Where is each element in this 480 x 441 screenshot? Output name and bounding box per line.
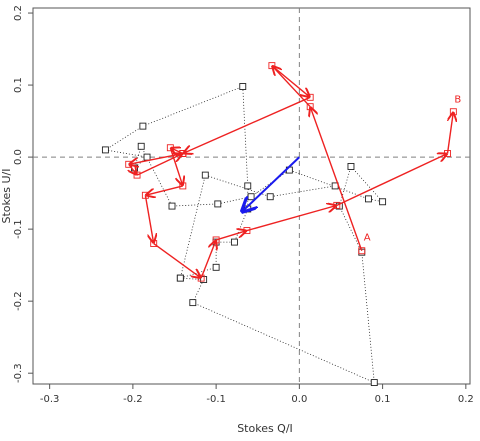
y-tick-label: 0.0: [13, 149, 24, 165]
red-point: [444, 150, 451, 157]
red-arrow: [136, 154, 183, 176]
red-arrow: [446, 112, 454, 154]
x-tick-label: 0.1: [375, 394, 391, 405]
red-track: AB: [125, 62, 461, 282]
black-point: [168, 202, 176, 210]
x-tick-label: -0.1: [206, 394, 226, 405]
black-point: [364, 195, 372, 203]
black-point: [214, 200, 222, 208]
red-arrow: [183, 96, 311, 153]
red-point: [449, 108, 457, 116]
black-point: [379, 198, 387, 206]
black-point: [200, 276, 208, 284]
x-axis-ticks: -0.3 -0.2 -0.1 0.0 0.1 0.2: [40, 384, 474, 405]
black-point: [139, 122, 147, 130]
y-tick-label: -0.3: [13, 363, 24, 383]
blue-vector: [241, 156, 301, 212]
red-arrow: [215, 231, 247, 241]
red-arrow: [310, 107, 363, 251]
x-tick-label: -0.3: [40, 394, 60, 405]
red-point: [179, 182, 187, 190]
red-arrow: [200, 240, 216, 279]
black-point: [230, 238, 238, 246]
red-point: [212, 236, 220, 244]
red-point: [306, 103, 314, 111]
black-point: [176, 274, 184, 282]
black-point: [347, 163, 355, 170]
x-tick-label: 0.2: [458, 394, 474, 405]
red-arrow: [129, 163, 137, 175]
black-point: [212, 263, 220, 271]
red-point: [243, 227, 251, 235]
red-point: [268, 62, 276, 70]
red-point: [358, 247, 366, 255]
blue-vector-arrow: [241, 156, 301, 212]
black-point: [370, 379, 378, 387]
red-point: [125, 160, 133, 168]
black-point: [201, 171, 209, 179]
reference-lines: [33, 8, 470, 384]
start-label-a: A: [364, 233, 371, 244]
red-point: [141, 191, 149, 199]
red-arrow: [144, 195, 153, 243]
y-tick-label: -0.2: [13, 291, 24, 311]
end-label-b: B: [454, 95, 461, 106]
black-point: [239, 83, 247, 90]
y-axis-ticks: -0.3 -0.2 -0.1 0.0 0.1 0.2: [13, 5, 33, 383]
red-arrow: [145, 185, 183, 195]
red-point: [333, 201, 341, 209]
black-point: [101, 146, 109, 154]
black-point: [244, 182, 252, 190]
red-point: [179, 150, 187, 157]
y-tick-label: 0.1: [13, 77, 24, 93]
red-point: [133, 171, 141, 179]
y-tick-label: 0.2: [13, 5, 24, 21]
x-tick-label: 0.0: [291, 394, 307, 405]
red-point: [197, 274, 205, 282]
red-arrow: [271, 65, 310, 98]
black-point: [137, 142, 145, 150]
red-arrow: [336, 154, 448, 206]
red-arrow: [246, 205, 337, 232]
black-point: [143, 153, 151, 161]
y-axis-label: Stokes U/I: [0, 169, 13, 224]
black-point: [247, 193, 255, 201]
black-point: [266, 193, 274, 201]
red-point: [166, 144, 174, 152]
x-tick-label: -0.2: [123, 394, 143, 405]
x-axis-label: Stokes Q/I: [237, 422, 293, 435]
red-arrow: [153, 242, 201, 279]
black-point: [189, 299, 197, 307]
red-point: [150, 240, 158, 247]
red-point: [306, 93, 314, 101]
y-tick-label: -0.1: [13, 219, 24, 239]
